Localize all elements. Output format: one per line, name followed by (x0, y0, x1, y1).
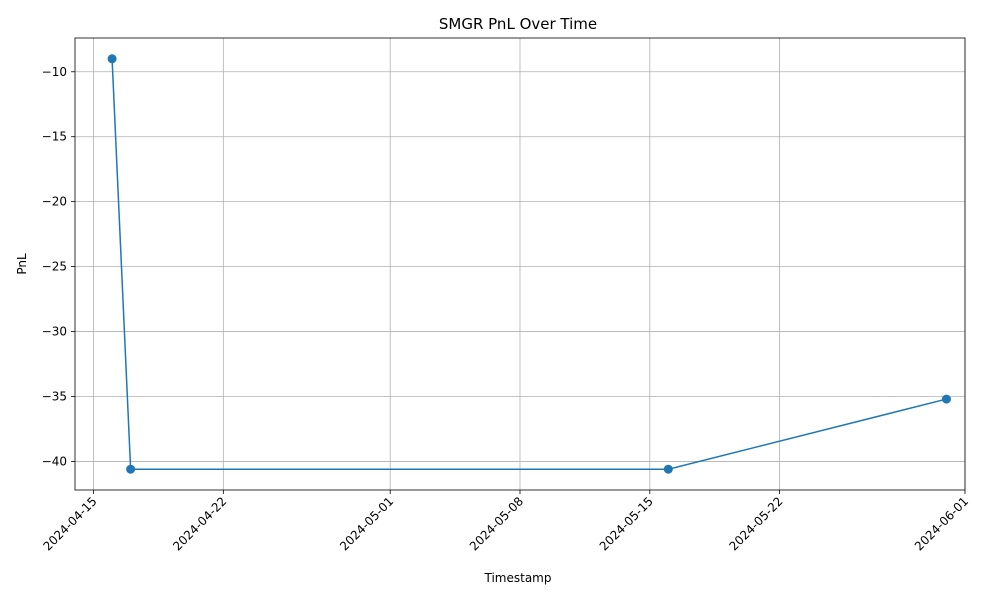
x-tick-label: 2024-04-22 (170, 494, 229, 553)
series-layer (107, 54, 951, 474)
data-point (941, 394, 951, 404)
x-axis-title: Timestamp (484, 571, 552, 585)
chart-title: SMGR PnL Over Time (439, 15, 597, 33)
x-tick-label: 2024-06-01 (912, 494, 971, 553)
x-tick-label: 2024-05-08 (467, 494, 526, 553)
data-point (107, 54, 117, 64)
y-axis-title: PnL (15, 253, 29, 275)
x-tick-label: 2024-05-01 (337, 494, 396, 553)
y-tick-label: −25 (42, 260, 67, 274)
grid-lines (75, 38, 966, 490)
data-point (126, 464, 136, 474)
y-tick-label: −40 (42, 454, 67, 468)
data-point (663, 464, 673, 474)
y-tick-label: −30 (42, 325, 67, 339)
plot-frame (74, 37, 966, 491)
x-tick-label: 2024-05-15 (597, 494, 656, 553)
y-tick-label: −10 (42, 65, 67, 79)
pnl-series-line (111, 58, 947, 470)
y-tick-label: −35 (42, 389, 67, 403)
x-tick-label: 2024-05-22 (726, 494, 785, 553)
axes: 2024-04-15 2024-04-22 2024-05-01 2024-05-08… (40, 37, 971, 553)
y-tick-label: −20 (42, 195, 67, 209)
x-tick-label: 2024-04-15 (40, 494, 99, 553)
y-tick-label: −15 (42, 130, 67, 144)
